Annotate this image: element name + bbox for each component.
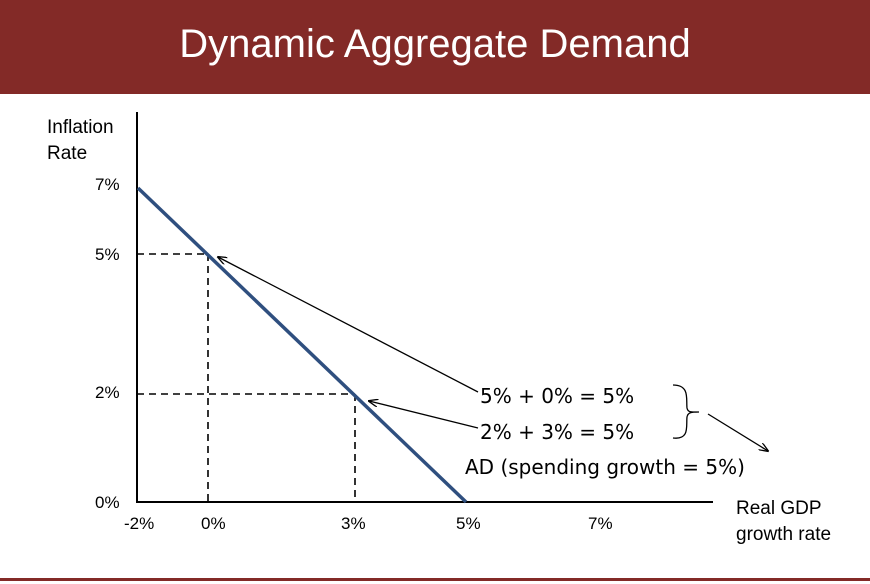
x-axis-title-line1: Real GDP [736, 498, 822, 519]
brace [672, 384, 700, 439]
x-axis-title-line2: growth rate [736, 524, 831, 545]
x-tick-label-5: 5% [456, 514, 481, 533]
ad-curve [136, 186, 468, 504]
y-axis-title-line1: Inflation [47, 117, 114, 138]
bottom-rule [0, 578, 870, 581]
arrow-to-curve-label [707, 413, 768, 451]
y-tick-label-7: 7% [95, 175, 120, 194]
arrow-eq1 [218, 257, 479, 393]
x-tick-label-0: 0% [201, 514, 226, 533]
y-tick-label-2: 2% [95, 383, 120, 402]
curve-label: AD (spending growth = 5%) [465, 455, 745, 479]
y-tick-label-5: 5% [95, 245, 120, 264]
y-axis-title-line2: Rate [47, 143, 87, 164]
title-bar [0, 0, 870, 94]
arrow-eq2 [369, 401, 479, 429]
x-tick-label-neg2: -2% [124, 514, 154, 533]
equation-2: 2% + 3% = 5% [480, 420, 634, 444]
y-tick-label-0: 0% [95, 493, 120, 512]
x-tick-label-3: 3% [341, 514, 366, 533]
page-title: Dynamic Aggregate Demand [179, 22, 691, 66]
equation-1: 5% + 0% = 5% [480, 384, 634, 408]
x-tick-label-7: 7% [588, 514, 613, 533]
